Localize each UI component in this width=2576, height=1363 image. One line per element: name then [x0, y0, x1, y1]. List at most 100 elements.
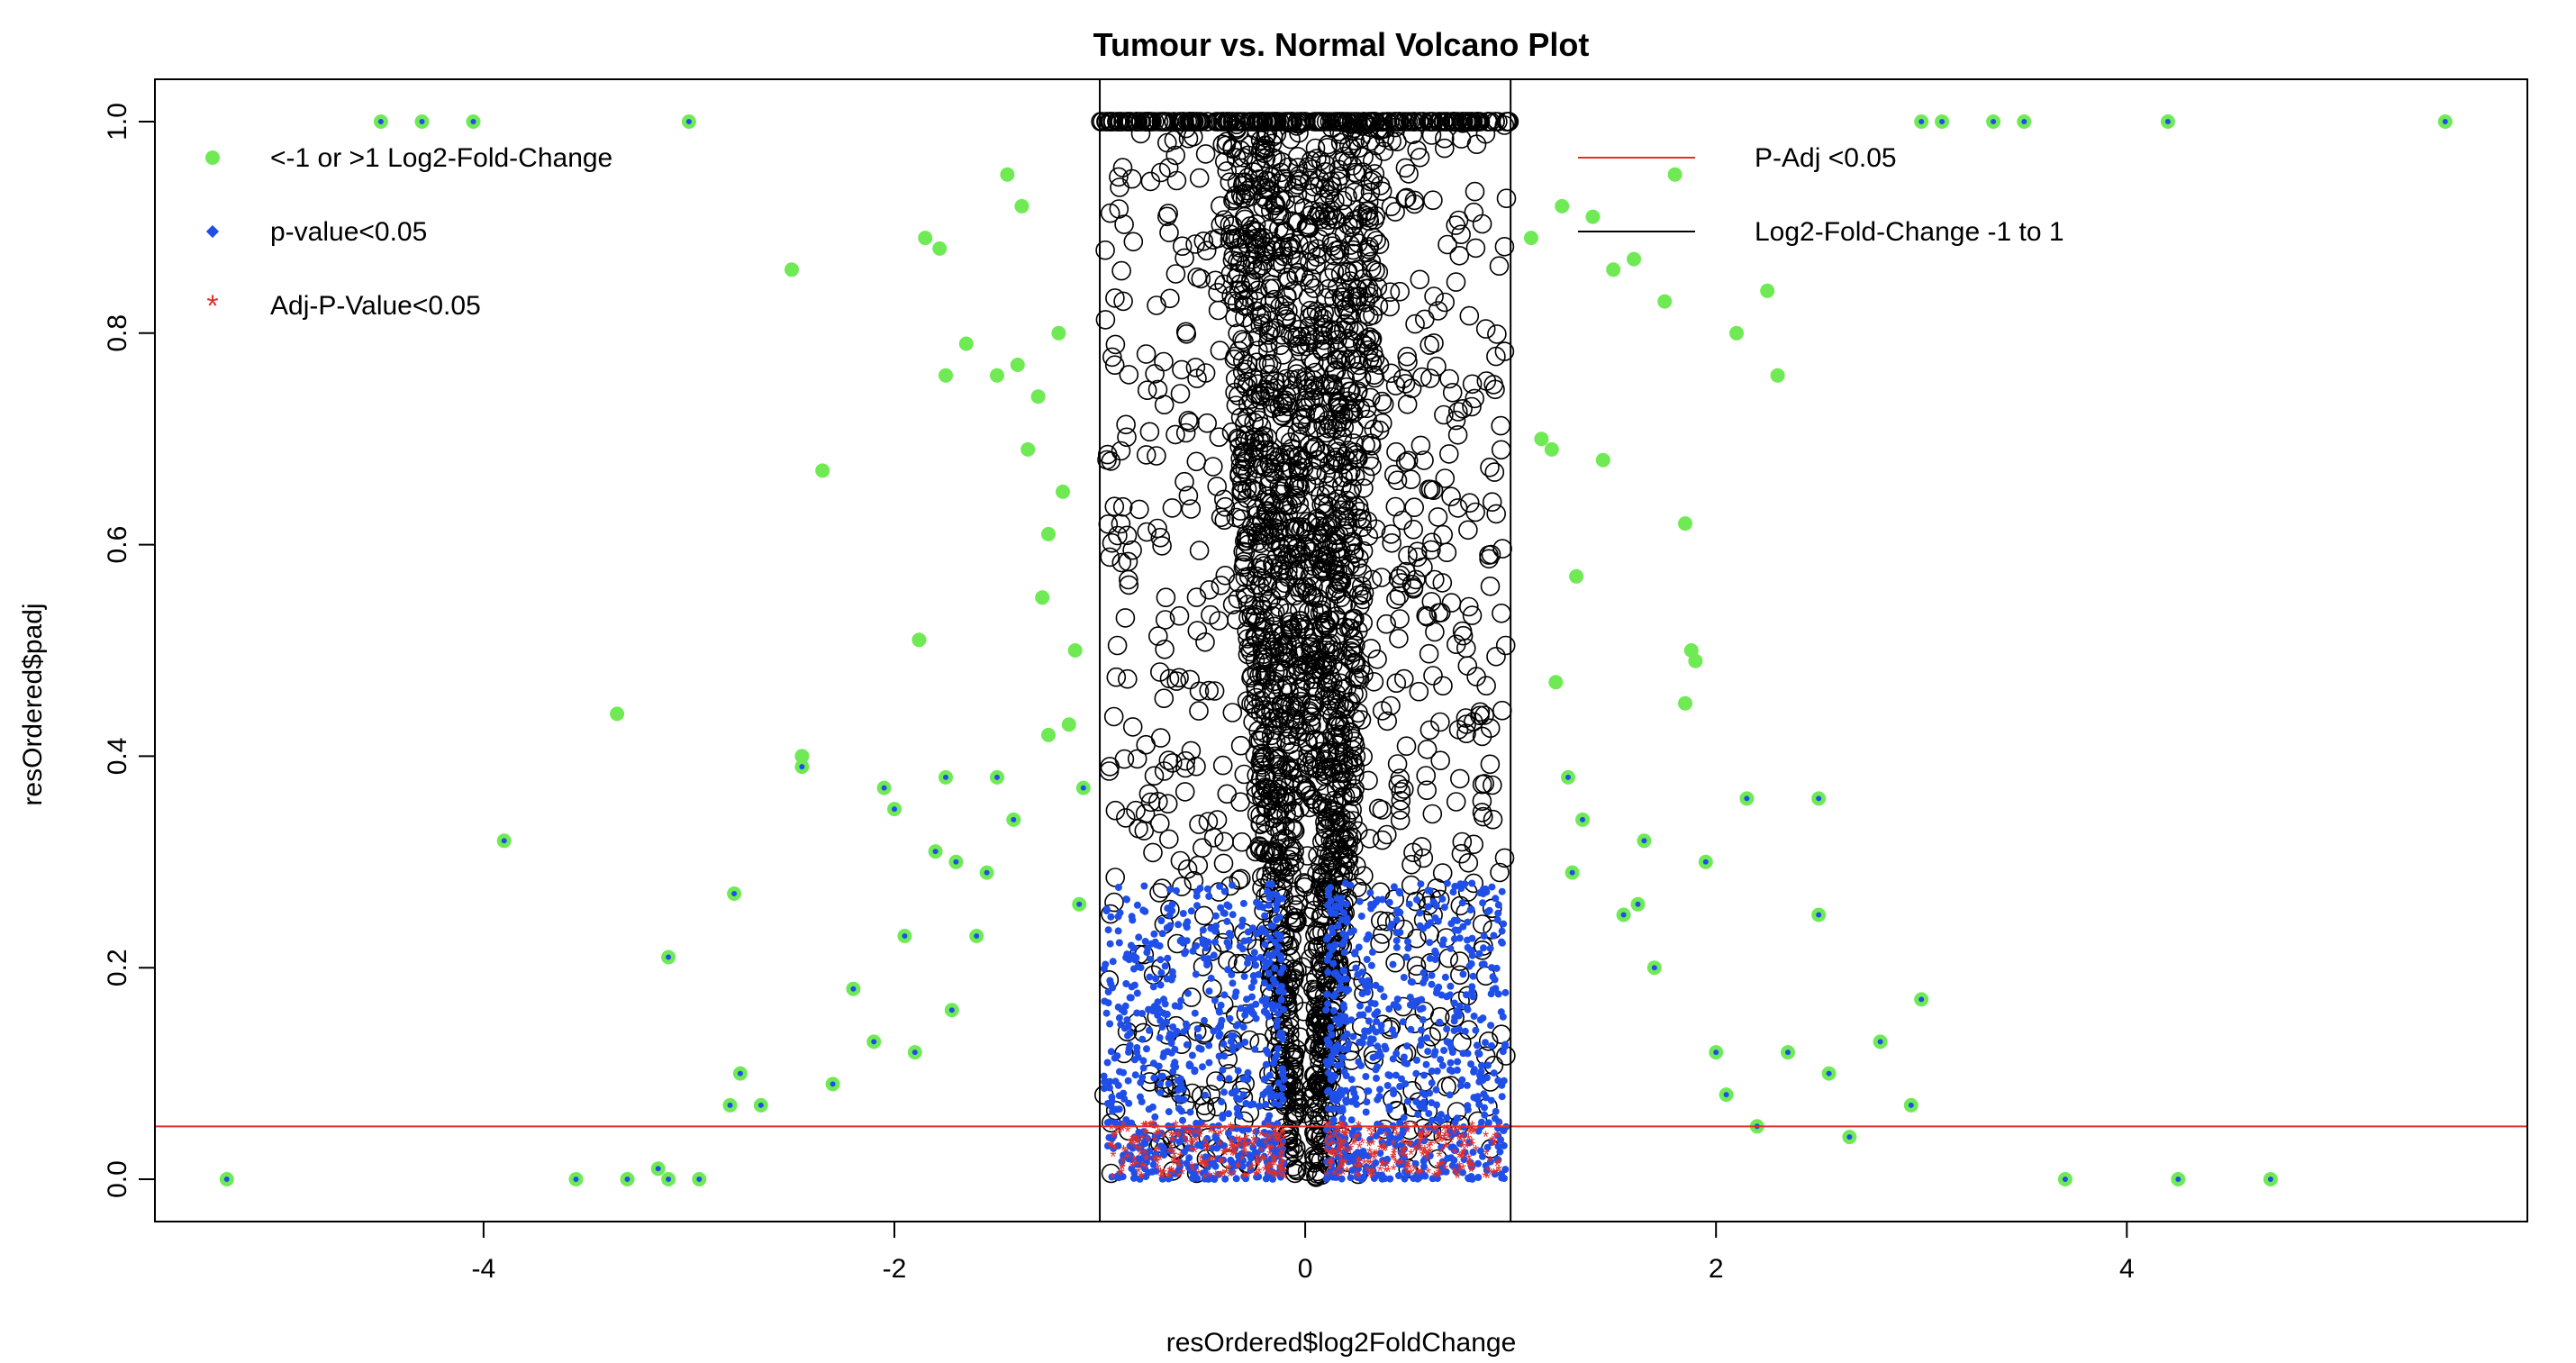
pvalue-point [1269, 976, 1277, 984]
pvalue-point [1401, 1080, 1410, 1088]
gene-point [1300, 273, 1320, 294]
padj-point: * [1355, 1155, 1361, 1173]
padj-point: * [1420, 1148, 1426, 1166]
padj-point: * [1431, 1123, 1438, 1141]
fold-change-pvalue-dot [1908, 1102, 1914, 1108]
padj-point: * [1220, 1168, 1226, 1186]
pvalue-point [1420, 978, 1428, 986]
pvalue-point [1199, 1169, 1207, 1177]
pvalue-point [1426, 939, 1434, 947]
gene-point [1449, 245, 1470, 266]
pvalue-point [1184, 1144, 1192, 1152]
gene-point [1232, 330, 1252, 350]
pvalue-point [1399, 1018, 1407, 1026]
padj-point: * [1329, 1145, 1335, 1163]
pvalue-point [1452, 1129, 1460, 1137]
gene-point [1321, 171, 1341, 192]
padj-point: * [1421, 1146, 1428, 1164]
pvalue-point [1334, 1153, 1342, 1161]
gene-point [1389, 628, 1409, 649]
padj-point: * [1365, 1163, 1371, 1181]
pvalue-point [1131, 1071, 1139, 1079]
gene-point [1349, 669, 1370, 690]
gene-point [1252, 255, 1273, 276]
pvalue-point [1340, 1004, 1348, 1012]
padj-point: * [1496, 1162, 1502, 1180]
gene-point [1447, 424, 1468, 445]
pvalue-point [1424, 886, 1432, 895]
pvalue-point [1392, 1050, 1401, 1058]
pvalue-point [1480, 932, 1488, 940]
gene-point [1330, 866, 1350, 886]
padj-point: * [1153, 1127, 1159, 1145]
gene-point [1420, 720, 1440, 741]
pvalue-point [1328, 1031, 1336, 1039]
gene-point [1137, 380, 1157, 401]
gene-point [1305, 477, 1325, 497]
pvalue-point [1400, 1126, 1408, 1134]
gene-point [1486, 646, 1506, 667]
gene-point [1269, 112, 1290, 132]
pvalue-point [1447, 1059, 1455, 1067]
pvalue-point [1420, 1157, 1428, 1165]
gene-point [1237, 359, 1256, 379]
pvalue-point [1467, 959, 1475, 968]
pvalue-point [1458, 899, 1466, 907]
padj-point: * [1354, 1168, 1360, 1186]
padj-point: * [1365, 1138, 1372, 1156]
pvalue-point [1365, 1087, 1373, 1095]
padj-point: * [1461, 1145, 1467, 1163]
pvalue-point [1356, 1002, 1364, 1010]
padj-point: * [1460, 1161, 1466, 1179]
pvalue-point [1265, 951, 1273, 959]
gene-point [1115, 608, 1136, 628]
padj-point: * [1456, 1159, 1463, 1177]
gene-point [1258, 504, 1278, 524]
gene-point [1282, 459, 1302, 479]
pvalue-point [1148, 1103, 1156, 1111]
gene-point [1225, 382, 1245, 403]
pvalue-point [1487, 1022, 1495, 1030]
pvalue-point [1239, 1091, 1247, 1099]
pvalue-point [1487, 1096, 1495, 1104]
padj-point: * [1466, 1159, 1473, 1177]
pvalue-point [1468, 951, 1476, 959]
gene-point [1114, 214, 1134, 234]
gene-point [1392, 368, 1413, 389]
gene-point [1312, 831, 1332, 852]
gene-point [1158, 204, 1178, 223]
fold-change-pvalue-dot [1651, 965, 1657, 971]
gene-point [1299, 906, 1319, 927]
gene-point [1362, 112, 1382, 132]
padj-point: * [1153, 1152, 1159, 1170]
padj-point: * [1344, 1164, 1350, 1182]
fold-change-point [1544, 441, 1559, 457]
gene-point [1180, 669, 1200, 690]
padj-point: * [1193, 1133, 1199, 1151]
pvalue-point [1220, 991, 1229, 999]
padj-point: * [1279, 1145, 1285, 1163]
pvalue-point [1265, 959, 1274, 967]
padj-point: * [1269, 1167, 1275, 1185]
padj-point: * [1182, 1131, 1188, 1149]
gene-point [1127, 112, 1147, 132]
fold-change-pvalue-dot [902, 933, 908, 939]
pvalue-point [1274, 897, 1282, 905]
gene-point [1470, 702, 1491, 722]
padj-point: * [1175, 1130, 1181, 1148]
pvalue-point [1159, 1053, 1167, 1061]
gene-point [1353, 613, 1373, 633]
pvalue-point [1202, 1156, 1210, 1164]
fold-change-point [610, 706, 625, 722]
gene-point [1331, 500, 1351, 521]
padj-point: * [1329, 1137, 1336, 1155]
gene-point [1348, 112, 1368, 132]
gene-point [1113, 112, 1133, 132]
padj-point: * [1202, 1119, 1208, 1137]
padj-point: * [1215, 1128, 1221, 1146]
pvalue-point [1376, 985, 1384, 993]
padj-point: * [1253, 1134, 1259, 1152]
padj-point: * [1390, 1151, 1396, 1169]
pvalue-point [1414, 1111, 1422, 1118]
fold-change-point [1770, 368, 1785, 383]
